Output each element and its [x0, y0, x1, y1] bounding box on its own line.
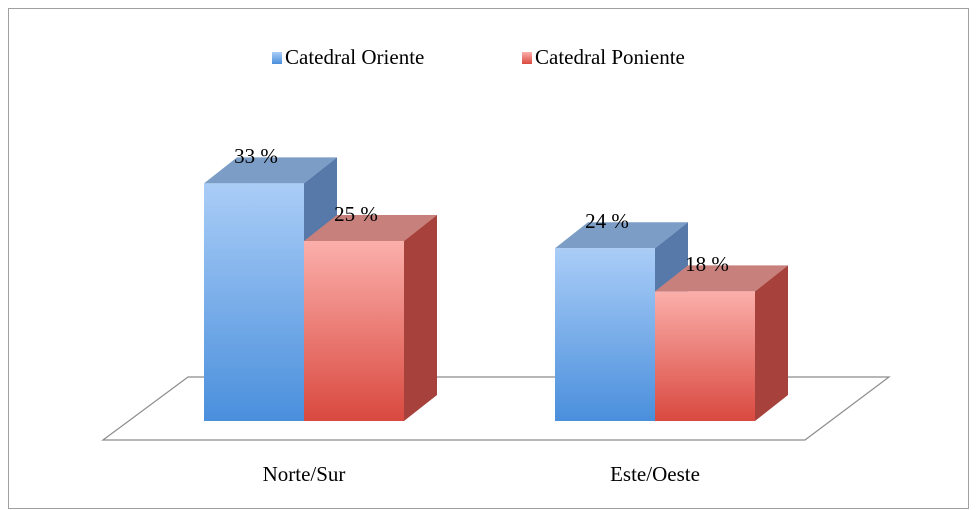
bar-top — [655, 265, 788, 292]
bar-top — [555, 222, 688, 249]
bar-side — [755, 265, 788, 421]
data-label: 24 % — [585, 209, 629, 233]
bar — [304, 241, 404, 421]
bar-top — [304, 215, 437, 241]
legend-swatch — [272, 52, 282, 64]
legend-label: Catedral Poniente — [535, 45, 685, 69]
bar — [655, 291, 755, 421]
x-tick-label: Este/Oeste — [610, 462, 700, 486]
bar-top — [204, 157, 337, 184]
legend-swatch — [522, 52, 532, 64]
bar-side — [404, 215, 437, 421]
data-label: 25 % — [334, 202, 378, 226]
bar — [555, 248, 655, 421]
legend-label: Catedral Oriente — [285, 45, 424, 69]
bar — [204, 183, 304, 421]
x-tick-label: Norte/Sur — [263, 462, 346, 486]
data-label: 33 % — [234, 144, 278, 168]
data-label: 18 % — [685, 252, 729, 276]
